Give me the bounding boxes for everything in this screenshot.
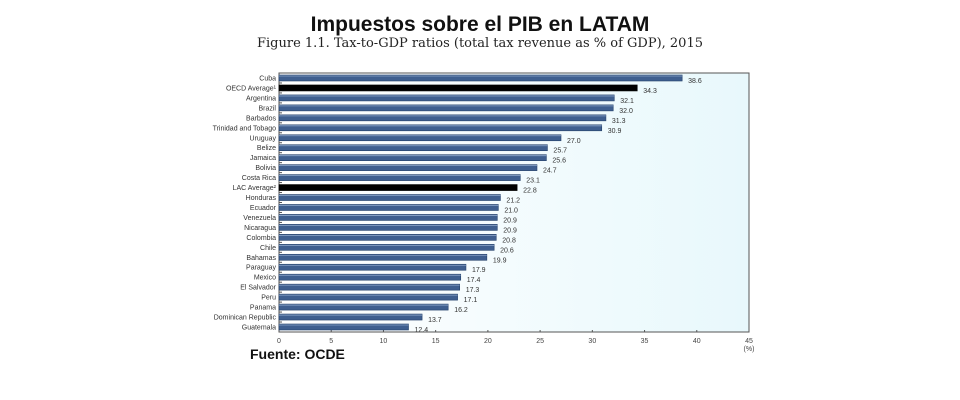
- x-axis-label: (%): [744, 346, 755, 353]
- category-label: Chile: [260, 245, 276, 252]
- category-label: Panama: [250, 305, 276, 312]
- value-label: 13.7: [428, 317, 442, 324]
- value-label: 34.3: [643, 88, 657, 95]
- bar: [278, 303, 449, 311]
- value-label: 17.9: [472, 267, 486, 274]
- bar: [278, 194, 501, 201]
- value-label: 25.6: [552, 158, 566, 165]
- bar: [278, 144, 548, 152]
- value-label: 23.1: [526, 178, 540, 185]
- bar: [278, 313, 423, 321]
- category-label: Paraguay: [246, 265, 276, 272]
- x-tick-label: 40: [693, 338, 701, 345]
- x-tick-label: 20: [484, 338, 492, 345]
- bar: [278, 164, 538, 171]
- category-label: Guatemala: [242, 325, 276, 332]
- category-label: Colombia: [246, 235, 276, 242]
- category-label: Barbados: [246, 115, 276, 122]
- bar: [278, 273, 462, 281]
- bar: [278, 263, 467, 271]
- x-tick-label: 0: [277, 338, 281, 345]
- value-label: 25.7: [553, 148, 567, 155]
- value-label: 19.9: [493, 257, 507, 264]
- bar: [278, 74, 683, 82]
- category-label: El Salvador: [240, 285, 276, 292]
- value-label: 20.9: [503, 227, 517, 234]
- bar: [278, 134, 562, 142]
- category-label: Ecuador: [250, 205, 277, 212]
- x-tick-label: 30: [588, 338, 596, 345]
- bar: [278, 154, 547, 161]
- value-label: 31.3: [612, 118, 626, 125]
- value-label: 38.6: [688, 78, 702, 85]
- value-label: 21.0: [504, 207, 518, 214]
- category-label: Bahamas: [246, 255, 276, 262]
- value-label: 20.8: [502, 237, 516, 244]
- category-label: OECD Average¹: [226, 85, 277, 92]
- value-label: 17.4: [467, 277, 481, 284]
- value-label: 27.0: [567, 138, 581, 145]
- bar: [278, 204, 499, 211]
- category-label: Cuba: [259, 76, 276, 83]
- bar: [278, 124, 603, 132]
- bar: [278, 323, 409, 331]
- category-label: Honduras: [246, 195, 277, 202]
- category-label: Bolivia: [255, 165, 276, 172]
- x-tick-label: 15: [432, 338, 440, 345]
- category-label: Dominican Republic: [214, 315, 277, 322]
- category-label: Argentina: [246, 95, 276, 102]
- value-label: 32.0: [619, 108, 633, 115]
- category-label: Costa Rica: [242, 175, 276, 182]
- bar: [278, 214, 498, 221]
- category-label: Belize: [257, 145, 276, 152]
- bar: [278, 184, 518, 191]
- category-label: Venezuela: [243, 215, 276, 222]
- chart-title: Impuestos sobre el PIB en LATAM: [310, 13, 650, 36]
- category-label: Nicaragua: [244, 225, 276, 232]
- bar: [278, 94, 615, 102]
- value-label: 24.7: [543, 168, 557, 175]
- bar: [278, 224, 498, 231]
- category-label: Peru: [261, 295, 276, 302]
- category-label: Trinidad and Tobago: [213, 125, 277, 132]
- bar: [278, 293, 458, 301]
- bar: [278, 114, 607, 122]
- category-label: Brazil: [258, 105, 276, 112]
- category-label: Mexico: [254, 275, 276, 282]
- value-label: 22.8: [523, 188, 537, 195]
- bar: [278, 234, 497, 241]
- value-label: 20.9: [503, 217, 517, 224]
- x-tick-label: 45: [745, 338, 753, 345]
- value-label: 20.6: [500, 247, 514, 254]
- value-label: 32.1: [620, 98, 634, 105]
- value-label: 17.3: [466, 287, 480, 294]
- value-label: 21.2: [506, 198, 520, 205]
- x-tick-label: 10: [380, 338, 388, 345]
- chart-subtitle: Figure 1.1. Tax-to-GDP ratios (total tax…: [257, 36, 703, 51]
- x-tick-label: 35: [641, 338, 649, 345]
- bar: [278, 253, 488, 261]
- x-tick-label: 25: [536, 338, 544, 345]
- bar: [278, 283, 460, 291]
- value-label: 17.1: [464, 297, 478, 304]
- value-label: 16.2: [454, 307, 468, 314]
- category-label: Uruguay: [250, 135, 277, 142]
- x-tick-label: 5: [329, 338, 333, 345]
- value-label: 30.9: [608, 128, 622, 135]
- bar: [278, 174, 521, 181]
- category-label: Jamaica: [250, 155, 276, 162]
- value-label: 12.4: [415, 327, 429, 334]
- bar: [278, 104, 614, 112]
- category-label: LAC Average²: [233, 185, 277, 192]
- bar: [278, 244, 495, 251]
- bar: [278, 84, 638, 92]
- source-note: Fuente: OCDE: [250, 346, 345, 362]
